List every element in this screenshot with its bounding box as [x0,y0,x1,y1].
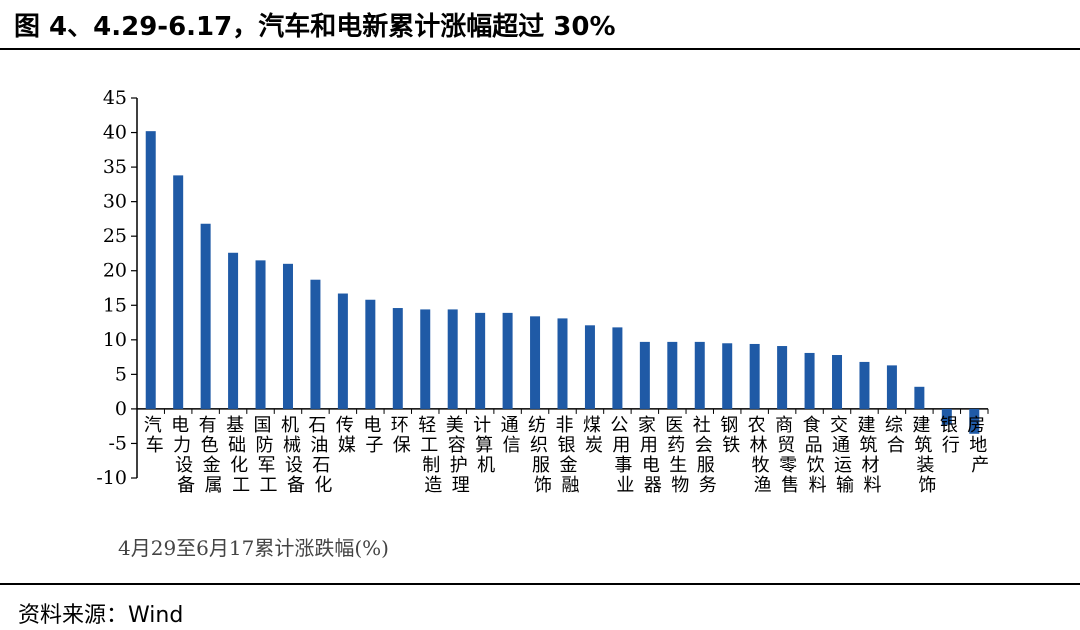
category-label: 机械设备 [281,415,305,496]
bar [667,341,678,409]
category-label: 美容护理 [446,415,470,496]
bar [530,316,541,409]
chart-title: 图 4、4.29-6.17，汽车和电新累计涨幅超过 30% [14,12,616,42]
y-tick-label: 45 [103,87,127,109]
category-label: 食品饮料 [803,415,827,496]
bar [173,175,184,409]
category-label: 医药生物 [665,415,689,496]
category-label: 基础化工 [226,415,250,496]
bar [475,312,486,409]
bar [584,325,595,409]
bar [145,131,156,409]
category-label: 综合 [885,415,905,456]
bottom-rule [0,583,1080,585]
bar-chart: 45 40 35 30 25 20 15 10 5 0 -5 -10 汽车电力设备有色金属基础化工国防… [96,87,990,560]
y-tick-label: -5 [108,432,127,454]
category-label: 环保 [391,415,411,456]
category-label: 建筑装饰 [912,415,936,496]
category-label: 计算机 [473,415,495,476]
category-label: 通信 [501,415,521,456]
y-tick-label: -10 [96,467,127,489]
bar [749,343,760,409]
bar [941,408,952,425]
y-tick-label: 35 [103,156,127,178]
category-label: 轻工制造 [418,415,442,496]
category-label: 纺织服饰 [528,415,552,496]
y-tick-label: 15 [103,294,127,316]
category-label: 国防军工 [254,415,278,496]
bar [392,308,403,409]
category-label: 商贸零售 [775,415,799,496]
category-label: 建筑材料 [857,415,881,496]
bar [914,386,925,409]
source-note: 资料来源：Wind [18,603,184,628]
y-tick-label: 20 [103,260,127,282]
bar [777,346,788,409]
top-rule [0,48,1080,50]
bar [886,365,897,409]
bar [228,252,239,409]
category-label: 非银金融 [556,415,580,496]
bar [365,299,376,409]
bar [722,343,733,409]
bar [804,352,815,409]
category-label: 房地产 [967,415,989,476]
y-tick-label: 5 [115,363,127,385]
bar [420,309,431,409]
bar [612,327,623,409]
category-label: 农林牧渔 [748,415,772,496]
category-labels: 汽车电力设备有色金属基础化工国防军工机械设备石油石化传媒电子环保轻工制造美容护理… [144,415,990,496]
y-tick-label: 10 [103,329,127,351]
category-label: 钢铁 [720,415,740,456]
category-label: 交通运输 [830,415,854,496]
y-tick-label: 0 [115,398,127,420]
bar [447,309,458,409]
bar [859,361,870,409]
chart-axes: 45 40 35 30 25 20 15 10 5 0 -5 -10 [96,87,989,489]
bar [337,293,348,409]
y-tick-label: 30 [103,191,127,213]
category-label: 煤炭 [583,415,603,456]
category-label: 有色金属 [199,415,223,496]
y-tick-label: 25 [103,225,127,247]
y-tick-label: 40 [103,122,127,144]
bar [557,318,568,409]
bar [502,312,513,409]
category-label: 电力设备 [171,415,195,496]
legend-label: 4月29至6月17累计涨跌幅(%) [118,536,389,560]
bar [694,341,705,409]
category-label: 公用事业 [610,415,634,496]
category-label: 汽车 [144,415,164,456]
bar [969,408,980,434]
bar [639,341,650,409]
bar [282,263,293,409]
category-label: 社会服务 [693,415,717,496]
category-label: 家用电器 [638,415,662,496]
bar [255,260,266,409]
category-label: 传媒 [336,415,356,456]
bar [832,355,843,409]
category-label: 石油石化 [308,415,332,496]
bar [200,223,211,409]
category-label: 电子 [363,415,383,456]
chart-bars [145,131,980,434]
category-label: 银行 [940,415,960,456]
bar [310,279,321,409]
